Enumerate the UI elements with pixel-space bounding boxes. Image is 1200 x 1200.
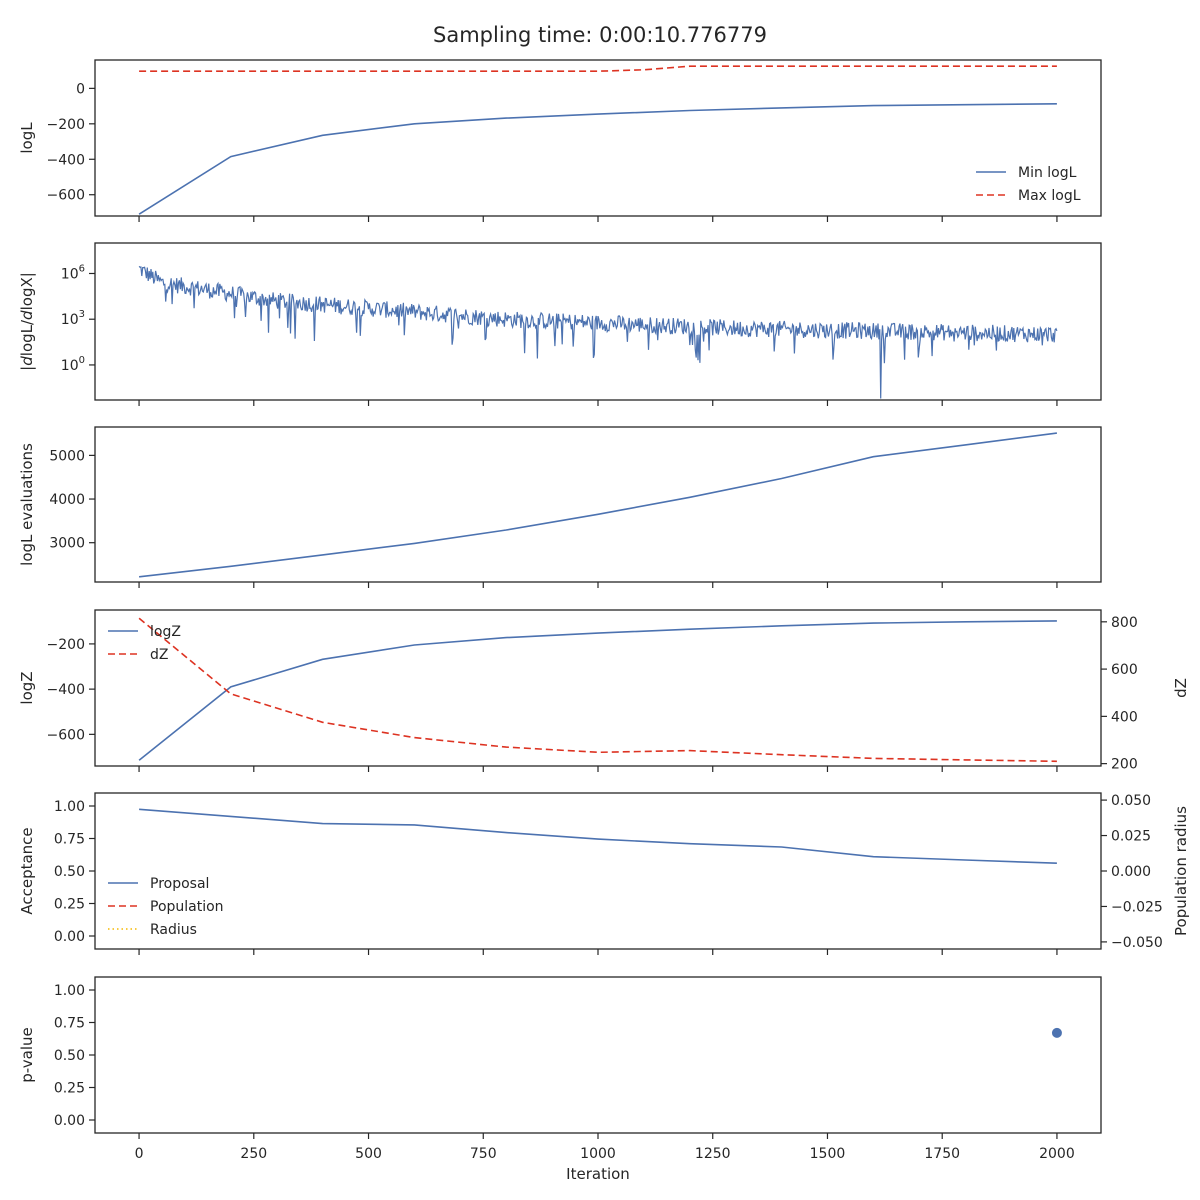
panel5-ytick-label: 0.25	[54, 897, 85, 913]
panel4-ytick-label: −600	[47, 727, 85, 743]
panel5-legend-label: Radius	[150, 922, 197, 938]
panel5-ytick-label: 0.75	[54, 832, 85, 848]
panel3-ytick-label: 3000	[49, 536, 85, 552]
panel4-ytick-label: −200	[47, 637, 85, 653]
panel2-ytick-label: 106	[61, 263, 85, 282]
panel3-axes-frame	[94, 426, 1102, 583]
panel4-series-2-line	[138, 617, 1057, 763]
panel4-right-ytick-label: 800	[1111, 615, 1138, 631]
panel2-ytick-label: 103	[61, 309, 85, 328]
panel6-ytick-label: 0.50	[54, 1048, 85, 1064]
panel6-ylabel: p-value	[18, 1027, 36, 1083]
panel4-right-ytick-label: 200	[1111, 757, 1138, 773]
x-axis-label: Iteration	[566, 1165, 630, 1183]
panel2-series-line	[138, 265, 1058, 399]
xtick-label: 2000	[1039, 1146, 1075, 1162]
panel1-ytick-label: −600	[47, 188, 85, 204]
panel4-ytick-label: −400	[47, 682, 85, 698]
panel5-ylabel-right: Population radius	[1172, 806, 1190, 936]
panel2-ylabel: |dlogL/dlogX|	[18, 272, 36, 371]
panel6-axes-frame	[94, 976, 1102, 1134]
panel6-ytick-label: 0.00	[54, 1113, 85, 1129]
xtick-label: 1500	[810, 1146, 846, 1162]
panel6-ytick-label: 1.00	[54, 983, 85, 999]
panel1-ytick-label: −200	[47, 117, 85, 133]
panel3-ytick-label: 4000	[49, 492, 85, 508]
panel6-ytick-label: 0.75	[54, 1016, 85, 1032]
panel3-series-1-line	[139, 432, 1058, 578]
panel1-legend-label: Min logL	[1018, 165, 1077, 181]
panel5-right-ytick-label: 0.025	[1111, 829, 1151, 845]
xtick-label: 1250	[695, 1146, 731, 1162]
panel4-ylabel: logZ	[18, 671, 36, 704]
xtick-label: 750	[470, 1146, 497, 1162]
panel5-right-ytick-label: 0.000	[1111, 864, 1151, 880]
panel1-axes-frame	[94, 59, 1102, 217]
panel1-legend-label: Max logL	[1018, 188, 1081, 204]
panel5-legend-label: Population	[150, 899, 224, 915]
panel5-ytick-label: 0.50	[54, 864, 85, 880]
panel4-legend-label: logZ	[150, 624, 181, 640]
panel1-series-1-line	[138, 103, 1057, 215]
panel3-ytick-label: 5000	[49, 448, 85, 464]
panel4-right-ytick-label: 600	[1111, 662, 1138, 678]
panel1-ytick-label: 0	[76, 81, 85, 97]
panel5-right-ytick-label: −0.025	[1111, 899, 1163, 915]
panel4-series-1-line	[138, 620, 1057, 761]
panel5-ylabel: Acceptance	[18, 827, 36, 914]
panel6-scatter-point	[1051, 1027, 1062, 1038]
panel4-ylabel-right: dZ	[1172, 678, 1190, 698]
panel5-right-ytick-label: 0.050	[1111, 793, 1151, 809]
panel5-right-ytick-label: −0.050	[1111, 935, 1163, 951]
panel1-ylabel: logL	[18, 122, 36, 154]
panel5-ytick-label: 0.00	[54, 929, 85, 945]
panel5-series-1-line	[139, 808, 1057, 864]
panel5-axes-frame	[94, 792, 1102, 950]
panel1-series-2-line	[139, 65, 1057, 72]
panel5-ytick-label: 1.00	[54, 799, 85, 815]
panel1-ytick-label: −400	[47, 152, 85, 168]
figure-title: Sampling time: 0:00:10.776779	[433, 23, 767, 47]
panel2-ytick-label: 100	[61, 355, 85, 374]
panel6-ytick-label: 0.25	[54, 1081, 85, 1097]
panel4-right-ytick-label: 400	[1111, 709, 1138, 725]
panel5-legend-label: Proposal	[150, 876, 209, 892]
xtick-label: 0	[135, 1146, 144, 1162]
panel3-ylabel: logL evaluations	[18, 443, 36, 566]
xtick-label: 500	[355, 1146, 382, 1162]
xtick-label: 1000	[580, 1146, 616, 1162]
xtick-label: 250	[240, 1146, 267, 1162]
panel4-legend-label: dZ	[150, 647, 168, 663]
xtick-label: 1750	[924, 1146, 960, 1162]
